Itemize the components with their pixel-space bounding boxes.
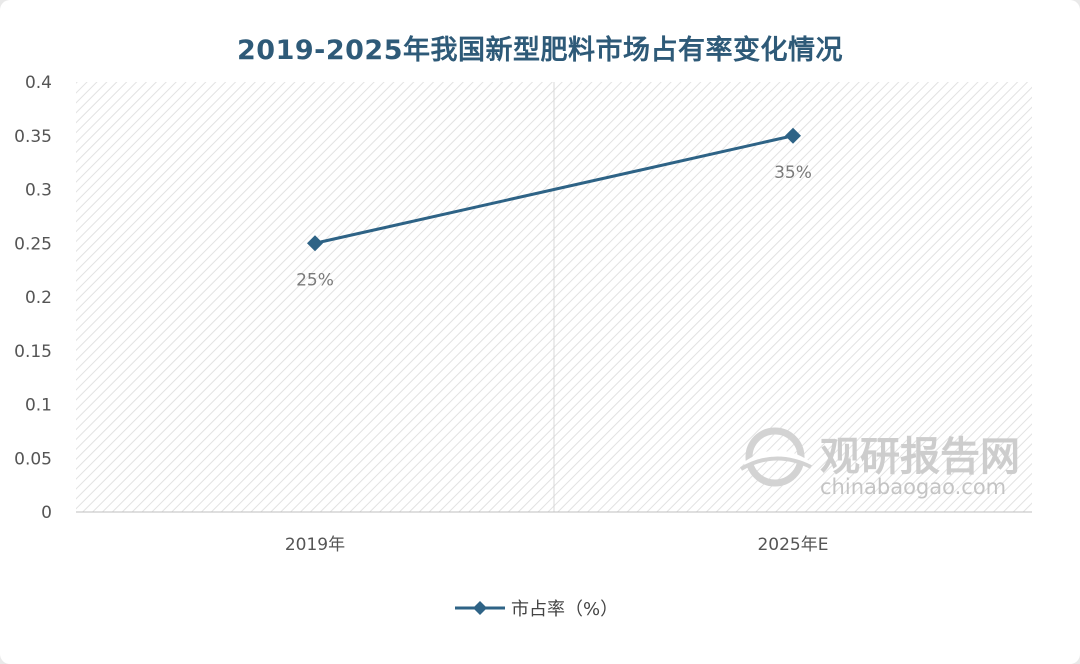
- plot-area: [76, 82, 1032, 512]
- watermark-name-cn: 观研报告网: [820, 434, 1020, 480]
- y-tick-label: 0: [41, 503, 52, 523]
- watermark: 观研报告网 chinabaogao.com: [739, 427, 1020, 499]
- y-tick-label: 0.25: [14, 234, 52, 254]
- x-tick-label: 2025年E: [757, 535, 828, 555]
- axes: 0 0.05 0.1 0.15 0.2 0.25 0.3 0.35 0.4 2019年 2025年E: [14, 73, 1032, 555]
- series-line: [314, 134, 794, 245]
- y-tick-label: 0.1: [25, 396, 52, 416]
- data-label: 25%: [296, 270, 334, 290]
- y-tick-label: 0.2: [25, 288, 52, 308]
- series-layer: [307, 127, 801, 252]
- y-tick-label: 0.35: [14, 127, 52, 147]
- legend-marker-icon: [473, 601, 487, 615]
- watermark-name-en: chinabaogao.com: [820, 475, 1006, 499]
- chart-title: 2019-2025年我国新型肥料市场占有率变化情况: [237, 35, 843, 66]
- x-tick-label: 2019年: [285, 535, 345, 555]
- y-tick-label: 0.15: [14, 342, 52, 362]
- watermark-logo-icon: [739, 427, 812, 487]
- data-point-marker: [307, 235, 323, 252]
- y-tick-label: 0.4: [25, 73, 52, 93]
- data-labels: 25% 35%: [296, 163, 812, 291]
- legend-label: 市占率（%）: [511, 599, 618, 620]
- y-tick-label: 0.3: [25, 181, 52, 201]
- data-point-marker: [785, 127, 801, 144]
- y-tick-label: 0.05: [14, 449, 52, 469]
- legend: 市占率（%）: [455, 599, 618, 620]
- data-label: 35%: [774, 163, 812, 183]
